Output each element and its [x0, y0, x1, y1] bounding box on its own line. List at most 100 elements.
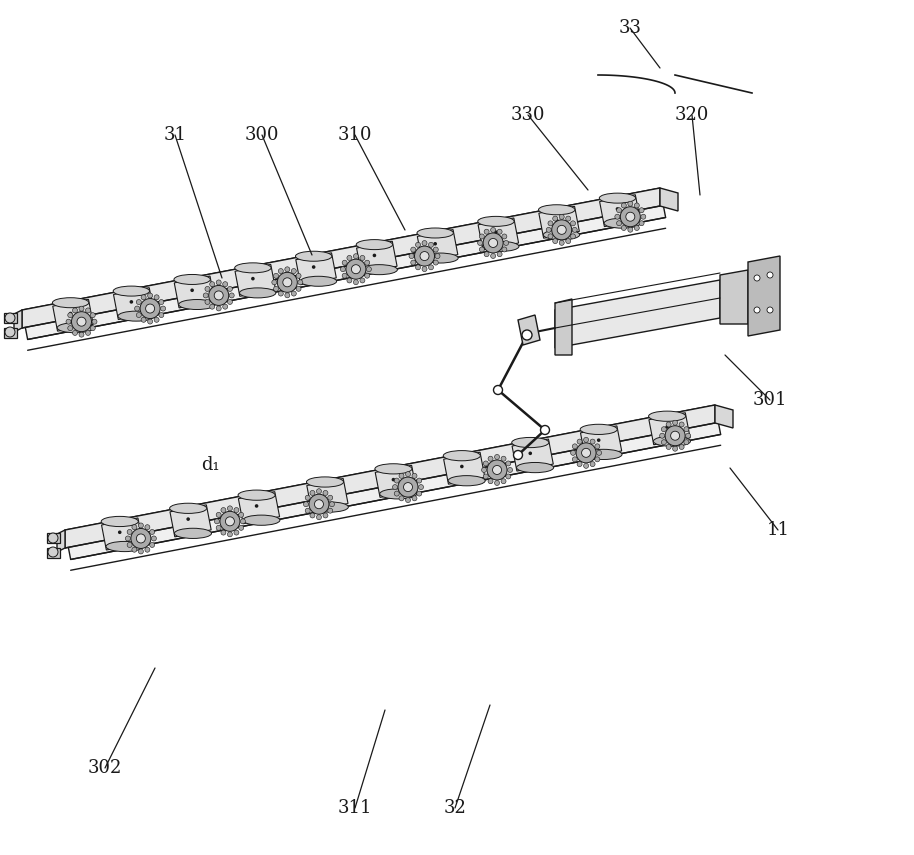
Circle shape — [90, 326, 95, 331]
Circle shape — [433, 242, 437, 245]
Ellipse shape — [106, 541, 143, 551]
Circle shape — [615, 215, 620, 219]
Circle shape — [406, 498, 410, 503]
Circle shape — [138, 549, 143, 554]
Text: 31: 31 — [164, 126, 186, 144]
Circle shape — [69, 312, 72, 315]
Circle shape — [66, 319, 71, 324]
Text: 310: 310 — [338, 126, 372, 144]
Ellipse shape — [443, 451, 481, 461]
Circle shape — [79, 306, 84, 311]
Text: 300: 300 — [245, 126, 280, 144]
Circle shape — [141, 317, 146, 322]
Circle shape — [767, 272, 773, 278]
Circle shape — [141, 295, 146, 300]
Polygon shape — [65, 405, 720, 559]
Circle shape — [583, 438, 589, 442]
Polygon shape — [715, 405, 733, 428]
Circle shape — [147, 319, 153, 324]
Circle shape — [553, 216, 558, 221]
Circle shape — [367, 267, 371, 272]
Circle shape — [522, 330, 532, 340]
Circle shape — [5, 313, 15, 323]
Circle shape — [92, 319, 97, 324]
Circle shape — [577, 439, 582, 444]
Polygon shape — [113, 287, 154, 320]
Circle shape — [345, 259, 366, 280]
Ellipse shape — [295, 251, 332, 262]
Ellipse shape — [375, 463, 412, 474]
Polygon shape — [660, 188, 678, 211]
Circle shape — [282, 278, 292, 286]
Ellipse shape — [175, 528, 211, 539]
Circle shape — [684, 427, 689, 432]
Circle shape — [504, 240, 508, 245]
Polygon shape — [580, 426, 622, 458]
Circle shape — [399, 496, 404, 501]
Polygon shape — [296, 253, 336, 285]
Polygon shape — [4, 328, 17, 338]
Ellipse shape — [235, 262, 271, 273]
Circle shape — [391, 478, 395, 481]
Circle shape — [228, 299, 232, 304]
Circle shape — [489, 239, 497, 247]
Circle shape — [548, 221, 553, 226]
Circle shape — [505, 474, 511, 479]
Circle shape — [5, 327, 15, 337]
Polygon shape — [57, 530, 65, 552]
Circle shape — [347, 278, 352, 283]
Circle shape — [328, 495, 333, 500]
Circle shape — [221, 530, 226, 535]
Circle shape — [484, 251, 489, 256]
Circle shape — [365, 274, 369, 278]
Circle shape — [417, 491, 421, 496]
Text: 320: 320 — [675, 106, 709, 124]
Polygon shape — [356, 241, 397, 273]
Polygon shape — [307, 479, 348, 510]
Circle shape — [410, 260, 416, 265]
Circle shape — [127, 542, 133, 547]
Circle shape — [309, 494, 329, 514]
Circle shape — [572, 227, 578, 233]
Circle shape — [203, 293, 208, 298]
Polygon shape — [512, 439, 553, 471]
Polygon shape — [4, 313, 17, 323]
Circle shape — [494, 230, 498, 234]
Ellipse shape — [604, 218, 641, 228]
Circle shape — [559, 240, 564, 245]
Ellipse shape — [361, 265, 398, 274]
Text: 330: 330 — [511, 106, 546, 124]
Text: 33: 33 — [619, 19, 642, 37]
Circle shape — [314, 499, 324, 509]
Circle shape — [190, 288, 194, 292]
Ellipse shape — [580, 424, 617, 434]
Circle shape — [559, 215, 564, 220]
Circle shape — [147, 293, 153, 298]
Circle shape — [255, 504, 259, 508]
Circle shape — [767, 307, 773, 313]
Circle shape — [754, 275, 760, 281]
Ellipse shape — [306, 477, 344, 487]
Circle shape — [365, 260, 369, 265]
Circle shape — [634, 203, 639, 208]
Circle shape — [679, 445, 684, 450]
Ellipse shape — [243, 515, 280, 525]
Polygon shape — [235, 264, 275, 297]
Ellipse shape — [356, 239, 393, 250]
Circle shape — [278, 268, 283, 274]
Ellipse shape — [478, 216, 515, 227]
Polygon shape — [748, 256, 780, 336]
Ellipse shape — [585, 450, 622, 459]
Circle shape — [342, 274, 347, 278]
Circle shape — [548, 233, 553, 239]
Circle shape — [131, 528, 151, 548]
Circle shape — [666, 422, 671, 427]
Circle shape — [278, 291, 283, 296]
Circle shape — [398, 477, 418, 497]
Polygon shape — [170, 504, 211, 537]
Circle shape — [558, 226, 566, 234]
Circle shape — [77, 317, 86, 326]
Text: 311: 311 — [338, 799, 372, 817]
Circle shape — [616, 207, 620, 210]
Circle shape — [505, 461, 511, 466]
